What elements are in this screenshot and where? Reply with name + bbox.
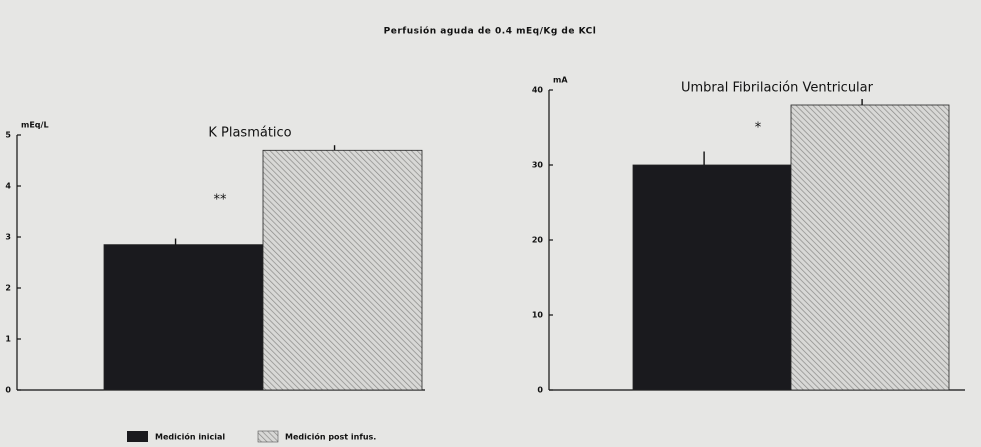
y-tick-label: 10: [532, 311, 544, 320]
chart-title: Umbral Fibrilación Ventricular: [681, 81, 874, 96]
y-tick-label: 0: [5, 386, 11, 395]
legend-label: Medición inicial: [155, 432, 225, 442]
legend-swatch: [257, 430, 279, 443]
bar: [632, 164, 792, 391]
annotation: *: [755, 121, 762, 136]
y-tick-label: 1: [5, 335, 11, 344]
figure-title: Perfusión aguda de 0.4 mEq/Kg de KCl: [384, 26, 597, 37]
y-axis-label: mEq/L: [21, 121, 49, 130]
bar: [262, 149, 423, 391]
y-tick-label: 40: [532, 86, 544, 95]
bar: [790, 104, 950, 391]
bar: [103, 244, 264, 391]
y-tick-label: 30: [532, 161, 544, 170]
y-tick-label: 3: [5, 233, 11, 242]
y-tick-label: 20: [532, 236, 544, 245]
legend-label: Medición post infus.: [285, 432, 376, 442]
annotation: **: [214, 193, 228, 208]
y-axis-label: mA: [553, 76, 568, 85]
y-tick-label: 2: [5, 284, 11, 293]
y-tick-label: 0: [537, 386, 543, 395]
chart-title: K Plasmático: [208, 126, 291, 141]
y-tick-label: 5: [5, 131, 11, 140]
legend: Medición inicial Medición post infus.: [127, 430, 376, 443]
y-tick-label: 4: [5, 182, 11, 191]
legend-swatch: [127, 431, 148, 442]
